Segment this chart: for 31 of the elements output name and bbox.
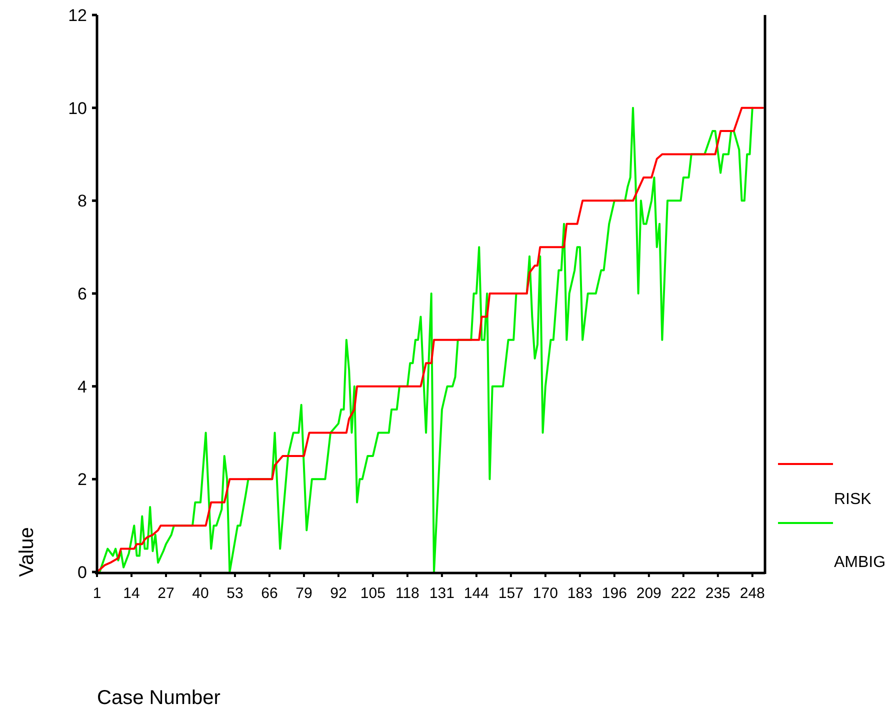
x-tick-label: 183 [567, 585, 592, 602]
x-tick-label: 53 [226, 585, 244, 602]
x-tick-label: 27 [158, 585, 174, 602]
text: RISK [834, 491, 872, 508]
x-tick-label: 66 [261, 585, 278, 602]
x-tick-label: 105 [360, 585, 386, 602]
x-tick-label: 118 [395, 585, 420, 602]
x-tick-label: 157 [498, 585, 524, 602]
x-tick-label: 79 [296, 585, 312, 602]
y-tick-label: 6 [78, 284, 87, 304]
x-tick-label: 248 [740, 585, 765, 602]
x-axis-title: Case Number [97, 687, 221, 709]
y-axis-title: Value [16, 527, 38, 577]
x-tick-label: 144 [464, 585, 489, 602]
x-tick-label: 1 [92, 585, 102, 602]
y-tick-label: 12 [68, 6, 87, 25]
y-tick-label: 2 [78, 470, 87, 490]
x-tick-label: 222 [670, 585, 696, 602]
x-tick-label: 40 [192, 585, 209, 602]
text: AMBIG [834, 554, 886, 571]
x-tick-label: 92 [330, 585, 347, 602]
x-tick-label: 170 [532, 585, 558, 602]
x-tick-label: 131 [429, 585, 454, 602]
x-tick-label: 196 [602, 585, 627, 602]
y-tick-label: 0 [78, 562, 87, 582]
x-tick-label: 235 [705, 585, 730, 602]
y-tick-label: 4 [78, 377, 87, 396]
x-tick-label: 209 [636, 585, 662, 602]
y-tick-label: 8 [78, 192, 87, 211]
y-tick-label: 10 [68, 98, 87, 118]
x-tick-label: 14 [123, 585, 140, 602]
